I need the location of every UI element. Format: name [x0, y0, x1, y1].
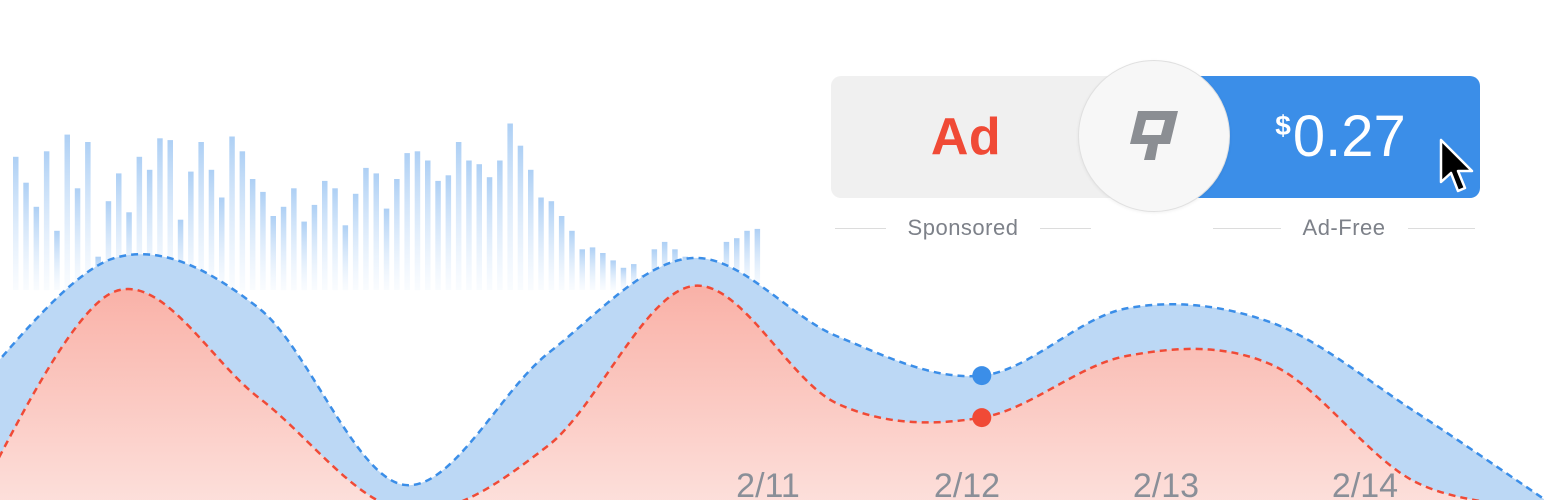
- bar: [414, 151, 421, 291]
- highlight-points: [972, 366, 992, 428]
- bar: [85, 142, 91, 290]
- bar: [54, 230, 60, 290]
- bar: [105, 201, 112, 290]
- ad-free-price: $ 0.27: [1275, 108, 1405, 166]
- bar: [332, 188, 338, 291]
- series-ad-free-line: [0, 253, 1544, 500]
- bar: [229, 136, 235, 290]
- x-tick-label: 2/14: [1332, 467, 1398, 500]
- ad-free-caption: Ad-Free: [1302, 215, 1386, 240]
- sponsored-label: Ad: [930, 108, 1002, 166]
- bar: [569, 230, 575, 290]
- bar: [486, 177, 493, 290]
- bar: [497, 160, 503, 290]
- bar: [126, 212, 132, 290]
- bar: [517, 145, 524, 290]
- bar: [744, 230, 750, 290]
- bar: [466, 160, 472, 290]
- bar: [620, 267, 627, 290]
- bar: [116, 173, 122, 290]
- bar: [13, 156, 19, 290]
- bar: [208, 169, 215, 291]
- x-tick-label: 2/13: [1133, 467, 1199, 500]
- x-tick-label: 2/12: [934, 467, 1000, 500]
- bar: [280, 206, 287, 291]
- bar: [425, 160, 431, 290]
- bar: [538, 197, 544, 290]
- caption-divider: [1213, 227, 1281, 229]
- bar: [136, 156, 143, 290]
- series-sponsored-area: [0, 285, 1475, 500]
- mouse-pointer-icon: [1439, 138, 1474, 193]
- bar: [270, 216, 276, 290]
- ad-free-caption-row: Ad-Free: [1213, 214, 1476, 242]
- price-amount: 0.27: [1292, 104, 1406, 169]
- bar: [43, 151, 50, 291]
- bar: [177, 219, 184, 290]
- bar: [157, 138, 163, 290]
- bar: [260, 191, 266, 290]
- bar: [404, 153, 410, 290]
- bar: [754, 228, 761, 290]
- bar: [476, 164, 482, 290]
- bar: [64, 134, 70, 290]
- x-axis: 2/11 2/12 2/13 2/14: [736, 467, 1398, 500]
- bar: [188, 171, 194, 290]
- bar: [219, 197, 225, 290]
- bar: [579, 249, 585, 290]
- bar: [600, 253, 606, 290]
- quartz-q-icon: [1130, 111, 1178, 160]
- bar: [589, 247, 596, 290]
- bar: [548, 201, 555, 290]
- bar: [146, 169, 153, 291]
- bar: [435, 180, 441, 290]
- bar: [301, 221, 307, 291]
- bar: [455, 142, 462, 290]
- bar: [198, 142, 204, 290]
- bar: [322, 180, 328, 290]
- bar: [363, 167, 369, 290]
- bar: [373, 173, 379, 290]
- sponsored-caption: Sponsored: [907, 215, 1019, 240]
- x-tick-label: 2/11: [736, 467, 800, 500]
- sponsored-caption-row: Sponsored: [835, 214, 1092, 242]
- bar: [352, 193, 359, 290]
- bar: [249, 179, 256, 290]
- bar: [342, 225, 349, 291]
- ad-free-point: [972, 366, 992, 386]
- ad-choice-toggle[interactable]: Ad $ 0.27: [831, 60, 1480, 212]
- bar: [239, 151, 246, 291]
- caption-divider: [1407, 227, 1476, 229]
- bar: [610, 260, 616, 290]
- bar: [394, 179, 400, 290]
- caption-divider: [1040, 227, 1092, 229]
- bar: [33, 206, 40, 291]
- bar: [528, 169, 534, 291]
- bar: [23, 182, 29, 290]
- bar: [507, 123, 513, 290]
- price-currency: $: [1275, 110, 1291, 141]
- bar: [445, 175, 452, 290]
- bar: [631, 264, 637, 290]
- bar: [167, 140, 173, 290]
- bar: [558, 216, 565, 290]
- bar: [74, 188, 81, 291]
- bar: [383, 208, 390, 290]
- bar: [311, 204, 318, 290]
- toggle-knob[interactable]: [1078, 60, 1230, 212]
- bar: [291, 188, 297, 291]
- bar: [734, 238, 740, 290]
- sponsored-point: [972, 408, 992, 428]
- caption-divider: [835, 227, 886, 229]
